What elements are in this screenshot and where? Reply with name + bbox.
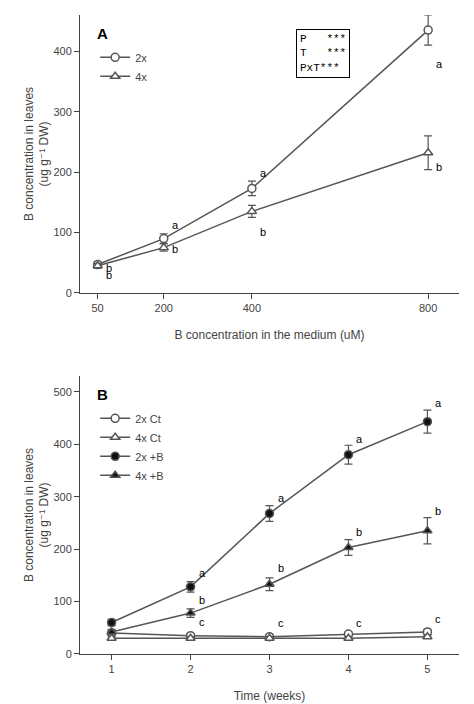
svg-text:0: 0 — [66, 287, 72, 299]
svg-text:b: b — [278, 562, 284, 574]
svg-text:a: a — [436, 58, 443, 70]
svg-text:400: 400 — [53, 45, 71, 57]
svg-text:5: 5 — [424, 663, 430, 675]
svg-text:b: b — [435, 505, 441, 517]
svg-text:4: 4 — [345, 663, 351, 675]
svg-text:B: B — [97, 386, 108, 403]
svg-text:b: b — [356, 526, 362, 538]
svg-text:Time (weeks): Time (weeks) — [234, 689, 306, 703]
svg-text:B concentration in leaves(ug g: B concentration in leaves(ug g⁻¹ DW) — [22, 87, 52, 221]
svg-text:b: b — [106, 269, 112, 281]
svg-text:200: 200 — [53, 166, 71, 178]
svg-text:50: 50 — [92, 302, 104, 314]
svg-text:0: 0 — [66, 648, 72, 660]
svg-text:300: 300 — [53, 491, 71, 503]
svg-text:a: a — [356, 433, 363, 445]
svg-text:2: 2 — [187, 663, 193, 675]
svg-text:B concentration in leaves(ug g: B concentration in leaves(ug g⁻¹ DW) — [22, 448, 52, 582]
svg-text:B concentration in the medium: B concentration in the medium (uM) — [174, 328, 364, 342]
svg-text:b: b — [172, 243, 178, 255]
svg-text:b: b — [199, 594, 205, 606]
svg-text:400: 400 — [243, 302, 261, 314]
svg-text:A: A — [97, 25, 108, 42]
svg-text:a: a — [278, 492, 285, 504]
svg-text:200: 200 — [155, 302, 173, 314]
svg-text:100: 100 — [53, 595, 71, 607]
svg-text:100: 100 — [53, 226, 71, 238]
svg-text:c: c — [435, 613, 441, 625]
svg-text:b: b — [260, 226, 266, 238]
svg-text:a: a — [260, 167, 267, 179]
svg-text:2x: 2x — [135, 52, 147, 64]
svg-text:P ***T ***PxT***: P ***T ***PxT*** — [300, 33, 346, 74]
svg-text:200: 200 — [53, 543, 71, 555]
svg-text:4x Ct: 4x Ct — [135, 432, 161, 444]
svg-text:400: 400 — [53, 438, 71, 450]
svg-text:800: 800 — [419, 302, 437, 314]
svg-text:b: b — [436, 161, 442, 173]
svg-text:500: 500 — [53, 386, 71, 398]
svg-text:c: c — [278, 617, 284, 629]
svg-text:300: 300 — [53, 106, 71, 118]
svg-text:b: b — [106, 262, 112, 274]
svg-text:a: a — [435, 397, 442, 409]
svg-text:a: a — [172, 219, 179, 231]
svg-text:1: 1 — [109, 663, 115, 675]
svg-text:c: c — [356, 617, 362, 629]
svg-text:4x: 4x — [135, 71, 147, 83]
svg-text:2x +B: 2x +B — [135, 451, 163, 463]
svg-text:3: 3 — [266, 663, 272, 675]
svg-text:a: a — [199, 567, 206, 579]
svg-text:c: c — [199, 616, 205, 628]
svg-text:2x Ct: 2x Ct — [135, 413, 161, 425]
svg-text:4x +B: 4x +B — [135, 470, 163, 482]
